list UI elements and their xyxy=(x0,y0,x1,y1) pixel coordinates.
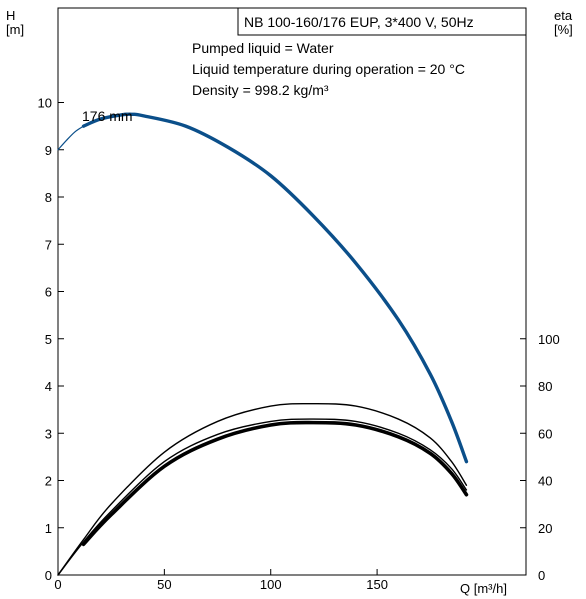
title-box xyxy=(237,7,527,36)
y-left-tick-label-3: 3 xyxy=(45,426,52,441)
efficiency-curve-4 xyxy=(81,420,469,547)
y-right-label-top: eta xyxy=(554,8,573,23)
y-right-tick-label-0: 0 xyxy=(538,568,545,583)
y-left-tick-label-0: 0 xyxy=(45,568,52,583)
curve-label: 176 mm xyxy=(82,108,133,124)
head-curve-1 xyxy=(81,112,469,464)
efficiency-curve-2 xyxy=(57,402,468,576)
head-curve-0 xyxy=(57,125,85,151)
info-line-3: Density = 998.2 kg/m³ xyxy=(192,82,329,98)
bottom-axis: 0 50 100 150 xyxy=(54,569,388,592)
right-axis: 0 20 40 60 80 100 xyxy=(520,332,560,583)
x-tick-label-2: 100 xyxy=(260,577,282,592)
y-right-label-unit: [%] xyxy=(554,22,573,37)
info-line-2: Liquid temperature during operation = 20… xyxy=(192,61,465,77)
x-tick-label-1: 50 xyxy=(157,577,171,592)
x-tick-label-0: 0 xyxy=(54,577,61,592)
x-tick-label-3: 150 xyxy=(366,577,388,592)
y-left-label-unit: [m] xyxy=(6,22,24,37)
y-right-tick-label-3: 60 xyxy=(538,426,552,441)
y-left-tick-label-9: 9 xyxy=(45,143,52,158)
left-axis: 0 1 2 3 4 5 6 7 8 9 10 xyxy=(38,96,64,583)
y-left-tick-label-10: 10 xyxy=(38,96,52,111)
y-left-tick-label-5: 5 xyxy=(45,332,52,347)
y-right-tick-label-2: 40 xyxy=(538,474,552,489)
y-left-tick-label-1: 1 xyxy=(45,521,52,536)
y-left-label-top: H xyxy=(6,8,15,23)
y-left-tick-label-2: 2 xyxy=(45,474,52,489)
y-left-tick-label-8: 8 xyxy=(45,190,52,205)
series-layer xyxy=(57,112,469,576)
info-line-1: Pumped liquid = Water xyxy=(192,40,334,56)
y-left-tick-label-4: 4 xyxy=(45,379,52,394)
chart-title: NB 100-160/176 EUP, 3*400 V, 50Hz xyxy=(244,14,474,30)
y-left-tick-label-7: 7 xyxy=(45,237,52,252)
y-right-tick-label-4: 80 xyxy=(538,379,552,394)
y-right-tick-label-1: 20 xyxy=(538,521,552,536)
x-axis-label: Q [m³/h] xyxy=(460,581,507,596)
efficiency-curve-3 xyxy=(57,418,468,576)
y-right-tick-label-5: 100 xyxy=(538,332,560,347)
y-left-tick-label-6: 6 xyxy=(45,285,52,300)
